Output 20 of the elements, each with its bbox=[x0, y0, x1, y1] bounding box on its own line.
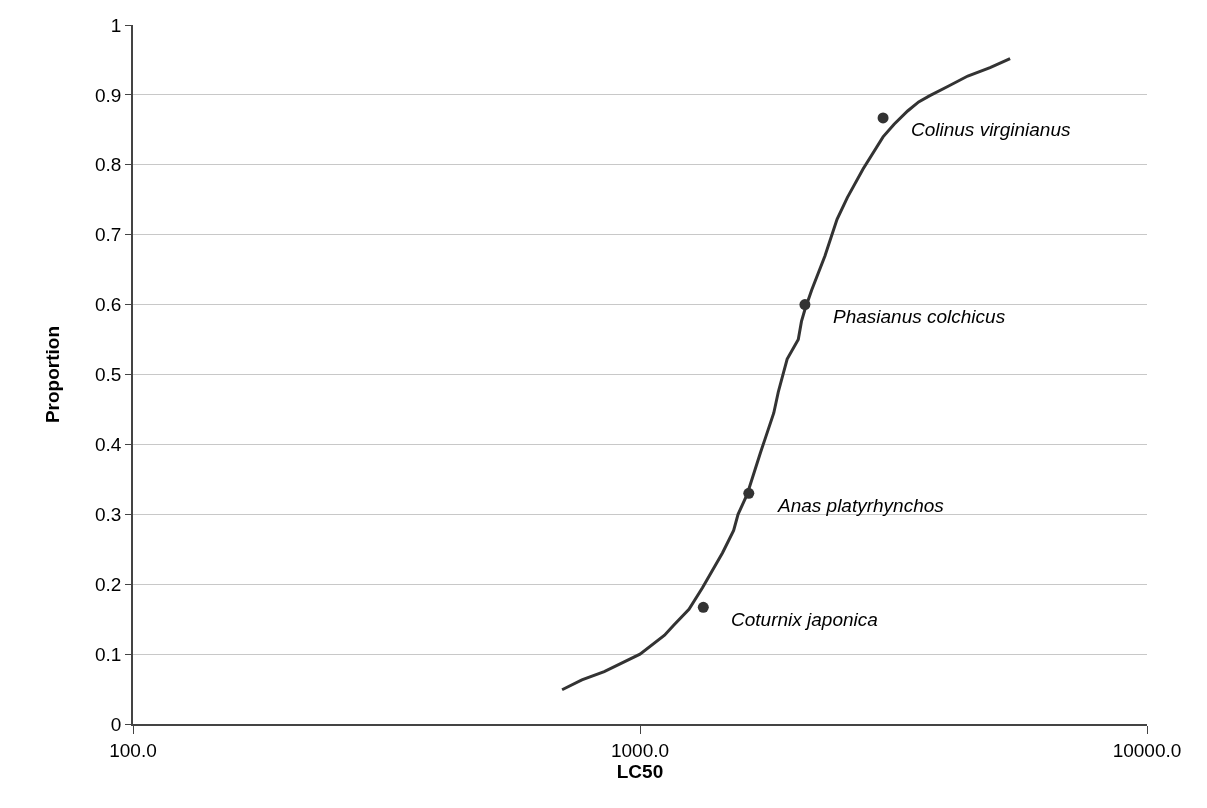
x-axis-title: LC50 bbox=[616, 760, 664, 782]
y-tick-label: 0.6 bbox=[95, 294, 122, 316]
y-tick-label: 0.9 bbox=[95, 84, 122, 106]
annotation: Colinus virginianus bbox=[911, 119, 1071, 140]
y-tick-label: 0.8 bbox=[95, 154, 122, 176]
y-tick-label: 0.2 bbox=[95, 573, 122, 595]
x-tick-label: 1000.0 bbox=[610, 739, 670, 761]
x-tick-label: 100.0 bbox=[109, 739, 157, 761]
x-tick-label: 10000.0 bbox=[1112, 739, 1182, 761]
y-tick-label: 0.4 bbox=[95, 434, 122, 456]
y-tick-label: 0.3 bbox=[95, 503, 122, 525]
y-tick-label: 0.7 bbox=[95, 224, 122, 246]
y-tick-label: 0 bbox=[110, 713, 122, 735]
annotation: Coturnix japonica bbox=[731, 609, 878, 630]
y-axis-title: Proportion bbox=[42, 325, 64, 424]
y-tick-label: 1 bbox=[110, 14, 122, 36]
annotation: Anas platyrhynchos bbox=[777, 495, 945, 516]
annotation: Phasianus colchicus bbox=[833, 306, 1006, 327]
y-tick-label: 0.1 bbox=[95, 643, 122, 665]
y-tick-label: 0.5 bbox=[95, 364, 122, 386]
